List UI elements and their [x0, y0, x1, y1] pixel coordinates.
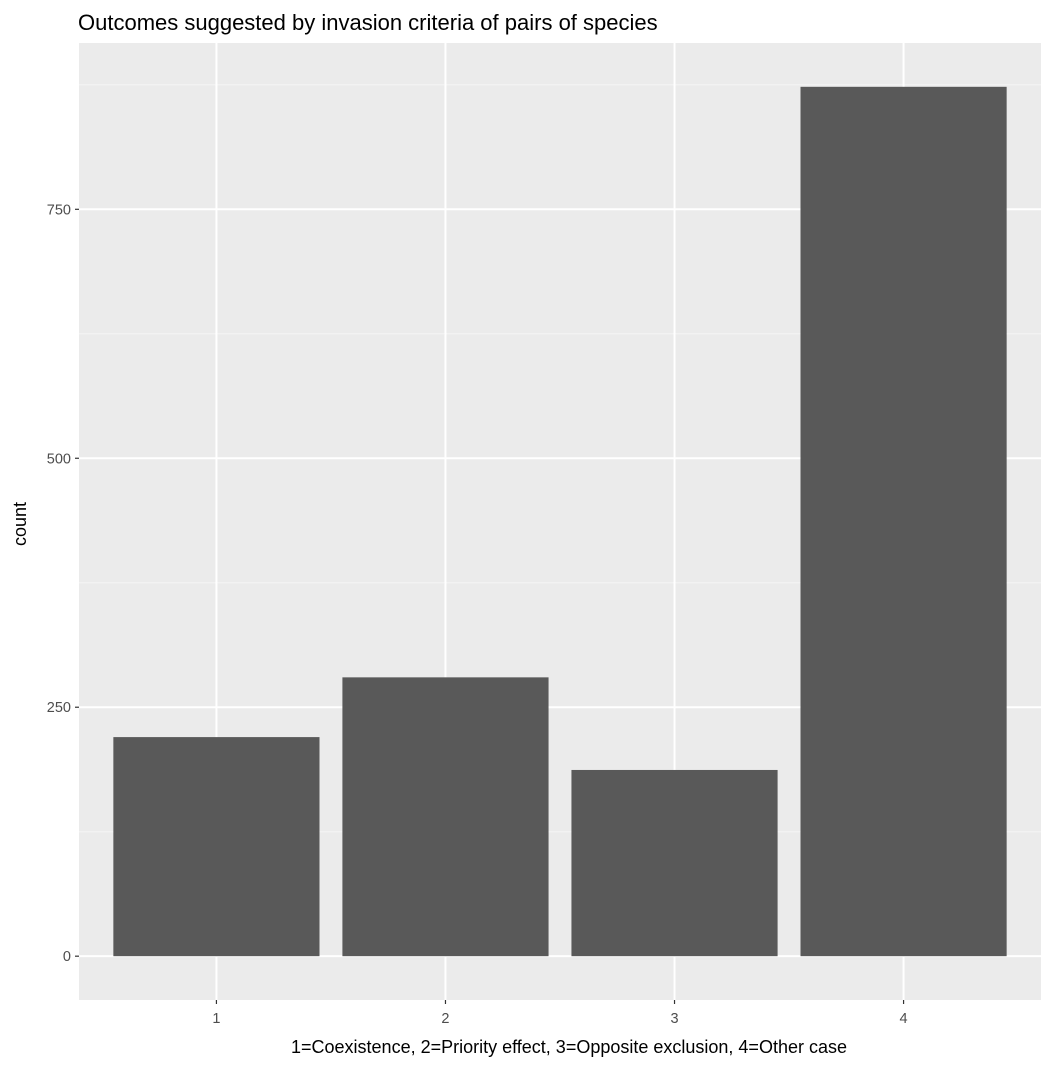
bar-1 [113, 737, 320, 957]
y-axis-title: count [10, 502, 30, 546]
x-axis-title: 1=Coexistence, 2=Priority effect, 3=Oppo… [291, 1037, 847, 1057]
x-tick-label: 1 [212, 1011, 220, 1027]
bar-4 [800, 86, 1007, 957]
x-tick-label: 2 [441, 1011, 449, 1027]
y-tick-label: 250 [47, 700, 71, 716]
bar-3 [571, 769, 778, 957]
x-tick-label: 3 [670, 1011, 678, 1027]
y-tick-label: 500 [47, 451, 71, 467]
y-tick-label: 750 [47, 202, 71, 218]
y-tick-label: 0 [63, 949, 71, 965]
chart-title: Outcomes suggested by invasion criteria … [78, 10, 658, 35]
bar-2 [342, 677, 549, 957]
x-tick-label: 4 [900, 1011, 908, 1027]
